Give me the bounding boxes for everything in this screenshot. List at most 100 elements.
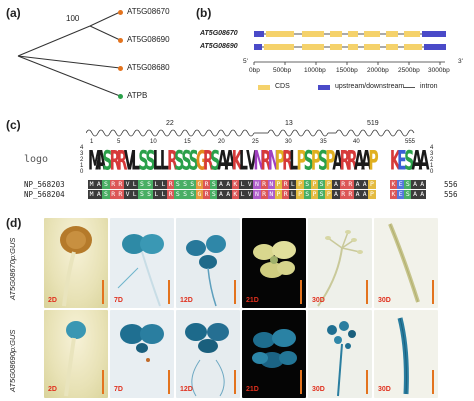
logo-residue: L	[152, 146, 162, 177]
logo-residue: R	[203, 146, 214, 177]
alignment-cell: R	[109, 190, 117, 199]
alignment-cell: R	[346, 180, 354, 189]
scale-bar	[168, 280, 170, 304]
pos-35: 35	[320, 139, 327, 145]
secondary-structure-track	[86, 129, 415, 137]
alignment-cell: R	[109, 180, 117, 189]
helix-number-3: 519	[367, 120, 379, 127]
scale-bar	[168, 370, 170, 394]
panel-label-c: (c)	[6, 118, 21, 132]
gus-photo-r1-c2	[110, 218, 174, 308]
alignment-cell: P	[310, 180, 318, 189]
alignment-cell: S	[138, 180, 146, 189]
logo-residue: E	[397, 146, 407, 177]
alignment-cell: R	[260, 190, 268, 199]
day-label-r1-c5: 30D	[312, 297, 325, 304]
logo-residue: P	[310, 146, 322, 177]
alignment-cell: E	[397, 180, 405, 189]
scale-bar	[234, 370, 236, 394]
gene-name-1: AT5G08670	[200, 30, 238, 37]
alignment-cell: S	[174, 190, 182, 199]
alignment-cell: S	[138, 190, 146, 199]
alignment-cell: P	[296, 180, 304, 189]
axis-tick-500: 500bp	[273, 67, 292, 74]
gene-model-2	[254, 44, 446, 50]
alignment-cell: E	[397, 190, 405, 199]
alignment-cell: S	[210, 190, 218, 199]
row-label-2: AT5G08690p:GUS	[8, 329, 17, 392]
alignment-cell: R	[167, 190, 175, 199]
gus-photo-r1-c3	[176, 218, 240, 308]
alignment-cell: S	[404, 180, 412, 189]
alignment-cell: P	[274, 180, 283, 189]
alignment-cell: S	[145, 180, 153, 189]
alignment-cell: P	[368, 190, 376, 199]
logo-residue: N	[267, 146, 280, 177]
day-label-r1-c6: 30D	[378, 297, 391, 304]
pos-20: 20	[218, 139, 225, 145]
logo-residue: S	[102, 146, 113, 177]
logo-residue: S	[181, 146, 192, 177]
alignment-cell: P	[325, 180, 333, 189]
leaf-label: ATPB	[127, 91, 148, 100]
alignment-cell: P	[296, 190, 304, 199]
logo-residue: S	[318, 146, 329, 177]
alignment-cell: V	[123, 190, 132, 199]
alignment-cell	[375, 190, 383, 199]
bootstrap-value: 100	[66, 14, 80, 23]
scale-bar	[102, 280, 104, 304]
legend-label-cds: CDS	[275, 83, 290, 90]
leaf-label: AT5G08670	[127, 7, 170, 16]
sequence-length-1: 556	[444, 180, 458, 189]
alignment-cell: A	[361, 190, 369, 199]
alignment-cell: R	[203, 180, 211, 189]
day-label-r2-c5: 30D	[312, 386, 325, 393]
alignment-cell: S	[404, 190, 412, 199]
sequence-name-1: NP_568203	[24, 180, 65, 189]
alignment-cell: S	[102, 190, 110, 199]
gus-photo-r2-c5	[308, 310, 372, 398]
helix-number-1: 22	[166, 120, 174, 127]
logo-residue: P	[274, 146, 286, 177]
leaf-dot	[118, 94, 123, 99]
logo-residue: S	[145, 146, 156, 177]
logo-ytick-right-3: 3	[430, 151, 434, 157]
axis-tick-1000: 1000bp	[304, 67, 326, 74]
scale-bar	[300, 370, 302, 394]
gus-photo-r1-c1	[44, 218, 108, 308]
panel-label-b: (b)	[196, 6, 212, 20]
alignment-cell: R	[339, 180, 347, 189]
logo-residue: M	[88, 146, 102, 177]
logo-residue: S	[404, 146, 415, 177]
alignment-cell: L	[131, 190, 139, 199]
legend-label-intron: intron	[420, 83, 438, 90]
scale-bar	[366, 280, 368, 304]
gus-photo-r2-c4	[242, 310, 306, 398]
row-label-1: AT5G08670p:GUS	[8, 237, 17, 300]
alignment-cell: V	[246, 190, 254, 199]
logo-ytick-1: 1	[80, 163, 84, 169]
alignment-cell: K	[389, 190, 398, 199]
phylogenetic-tree	[17, 11, 121, 97]
logo-residue: V	[123, 146, 135, 177]
gus-photo-r2-c3	[176, 310, 240, 398]
axis-tick-1500: 1500bp	[336, 67, 358, 74]
alignment-cell: N	[267, 180, 275, 189]
logo-residue: R	[260, 146, 272, 177]
logo-residue: S	[303, 146, 314, 177]
alignment-cell	[382, 180, 390, 189]
day-label-r2-c6: 30D	[378, 386, 391, 393]
legend-line-intron	[403, 87, 415, 88]
logo-residue: P	[368, 146, 379, 177]
logo-residue: K	[231, 146, 243, 177]
axis-tick-0: 0bp	[249, 67, 260, 74]
logo-residue: A	[353, 146, 365, 177]
day-label-r1-c1: 2D	[48, 297, 57, 304]
alignment-cell: S	[174, 180, 182, 189]
alignment-cell	[382, 190, 390, 199]
day-label-r2-c1: 2D	[48, 386, 57, 393]
day-label-r2-c3: 12D	[180, 386, 193, 393]
day-label-r1-c4: 21D	[246, 297, 259, 304]
gus-photo-r2-c2	[110, 310, 174, 398]
logo-residue: S	[138, 146, 149, 177]
